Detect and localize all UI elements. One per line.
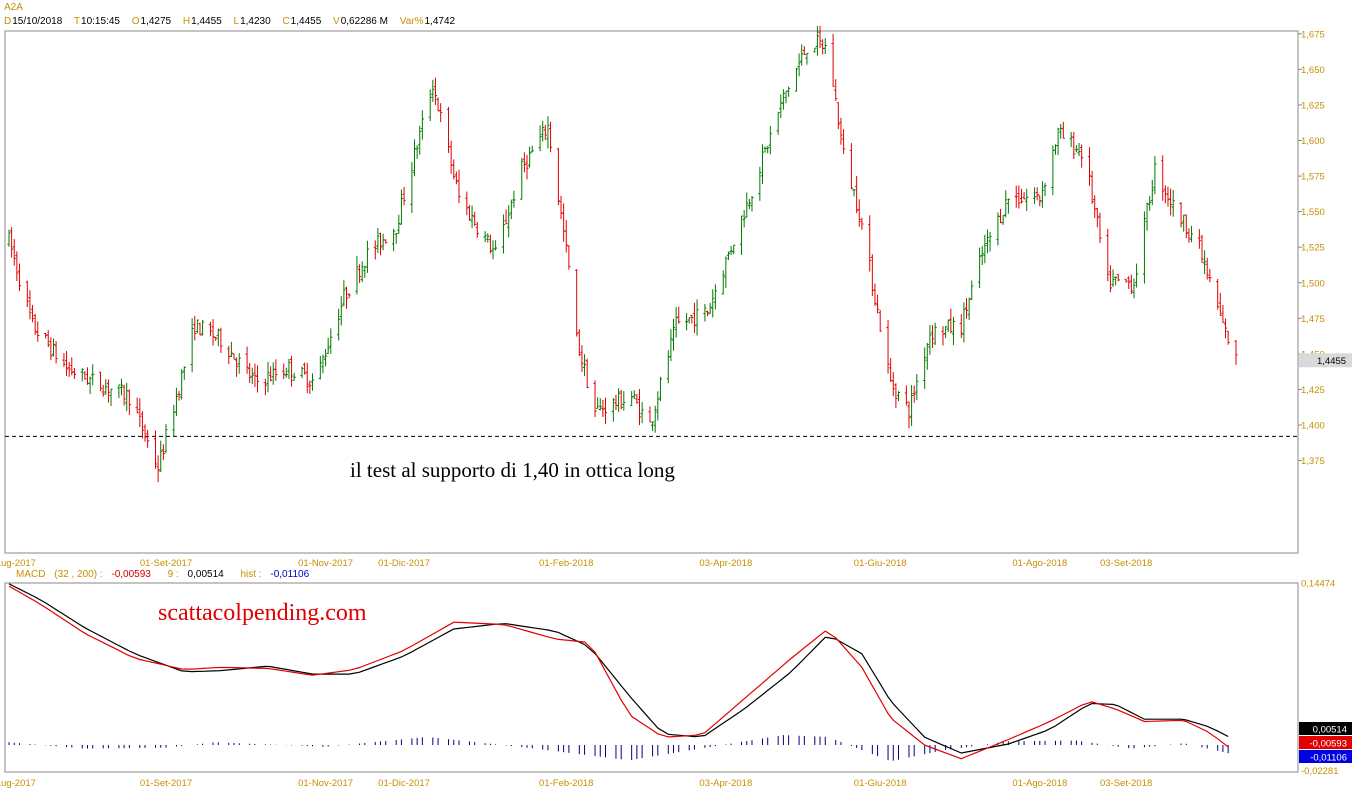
price-panel-frame: [4, 30, 1299, 554]
price-x-tick-label: 01-Set-2017: [140, 558, 192, 569]
hist-value-label: -0,01106: [1310, 753, 1347, 764]
price-x-tick-label: 01-Feb-2018: [539, 558, 593, 569]
low-value: 1,4230: [240, 16, 271, 27]
volume-key: V: [333, 16, 340, 27]
last-price-label: 1,4455: [1317, 356, 1346, 367]
price-y-tick-label: 1,625: [1301, 100, 1325, 111]
price-y-tick-label: 1,375: [1301, 456, 1325, 467]
open-key: O: [131, 16, 140, 27]
macd-histogram: [8, 735, 1229, 761]
close-value: 1,4455: [290, 16, 322, 27]
hist-header-value: -0,01106: [270, 569, 310, 580]
high-key: H: [182, 16, 191, 27]
price-x-tick-label: 01-Nov-2017: [298, 558, 353, 569]
price-x-tick-label: 01-Ago-2018: [1012, 558, 1067, 569]
macd-line: [8, 583, 1229, 754]
support-annotation: il test al supporto di 1,40 in ottica lo…: [350, 458, 675, 482]
signal-header-value: 0,00514: [187, 569, 224, 580]
price-x-tick-label: 03-Lug-2017: [0, 558, 36, 569]
brand-watermark: scattacolpending.com: [158, 600, 367, 626]
macd-value-label: 0,00514: [1313, 725, 1347, 736]
ticker-symbol: A2A: [4, 2, 23, 13]
signal-line: [8, 585, 1229, 760]
price-y-tick-label: 1,475: [1301, 314, 1325, 325]
macd-value-box: [1299, 722, 1352, 735]
price-x-tick-label: 01-Giu-2018: [854, 558, 907, 569]
macd-x-tick-label: 01-Dic-2017: [378, 778, 430, 789]
price-y-tick-label: 1,550: [1301, 207, 1325, 218]
price-x-tick-label: 01-Dic-2017: [378, 558, 430, 569]
price-x-tick-label: 03-Apr-2018: [699, 558, 752, 569]
high-value: 1,4455: [191, 16, 222, 27]
date-key: D: [4, 16, 12, 27]
hist-label: hist :: [240, 569, 262, 580]
price-x-tick-label: 03-Set-2018: [1100, 558, 1152, 569]
ohlc-header: D15/10/2018 T10:15:45 O1,4275 H1,4455 L1…: [4, 16, 464, 27]
macd-y-tick-label: 0,14474: [1301, 579, 1335, 590]
hist-value-box: [1299, 750, 1352, 763]
macd-x-tick-label: 01-Giu-2018: [854, 778, 907, 789]
price-y-tick-label: 1,575: [1301, 172, 1325, 183]
macd-y-tick-label: -0,02281: [1301, 766, 1339, 777]
macd-x-tick-label: 03-Apr-2018: [699, 778, 752, 789]
candles-group: [7, 25, 1238, 483]
price-y-tick-label: 1,525: [1301, 243, 1325, 254]
varpct-key: Var%: [399, 16, 424, 27]
time-value: 10:15:45: [81, 16, 120, 27]
signal-period: 9 :: [167, 569, 179, 580]
last-price-box: [1299, 353, 1352, 368]
price-y-tick-label: 1,500: [1301, 278, 1325, 289]
macd-x-tick-label: 03-Lug-2017: [0, 778, 36, 789]
signal-value-box: [1299, 736, 1352, 749]
volume-value: 0,62286 M: [340, 16, 388, 27]
price-y-tick-label: 1,425: [1301, 385, 1325, 396]
time-key: T: [73, 16, 81, 27]
macd-header-value: -0,00593: [111, 569, 151, 580]
macd-x-tick-label: 01-Feb-2018: [539, 778, 593, 789]
price-y-tick-label: 1,400: [1301, 420, 1325, 431]
date-value: 15/10/2018: [12, 16, 63, 27]
macd-name: MACD: [16, 569, 46, 580]
macd-x-tick-label: 01-Nov-2017: [298, 778, 353, 789]
macd-panel-frame: [4, 582, 1299, 773]
low-key: L: [233, 16, 240, 27]
macd-x-tick-label: 03-Set-2018: [1100, 778, 1152, 789]
signal-value-label: -0,00593: [1309, 739, 1347, 750]
varpct-value: 1,4742: [424, 16, 456, 27]
macd-header: MACD (32 , 200) : -0,00593 9 : 0,00514 h…: [16, 569, 309, 580]
price-y-tick-label: 1,650: [1301, 65, 1325, 76]
price-y-tick-label: 1,675: [1301, 29, 1325, 40]
price-y-tick-label: 1,600: [1301, 136, 1325, 147]
macd-params: (32 , 200) :: [54, 569, 103, 580]
open-value: 1,4275: [140, 16, 172, 27]
macd-x-tick-label: 01-Set-2017: [140, 778, 192, 789]
macd-x-tick-label: 01-Ago-2018: [1012, 778, 1067, 789]
close-key: C: [282, 16, 290, 27]
